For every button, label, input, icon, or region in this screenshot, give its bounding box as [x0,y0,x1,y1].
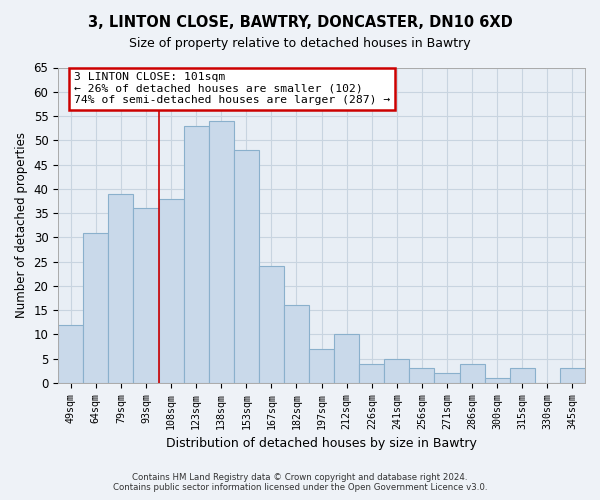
Text: 3 LINTON CLOSE: 101sqm
← 26% of detached houses are smaller (102)
74% of semi-de: 3 LINTON CLOSE: 101sqm ← 26% of detached… [74,72,390,106]
Bar [284,306,309,383]
Bar [334,334,359,383]
Bar [485,378,510,383]
Bar [234,150,259,383]
Text: Contains HM Land Registry data © Crown copyright and database right 2024.
Contai: Contains HM Land Registry data © Crown c… [113,473,487,492]
Text: 3, LINTON CLOSE, BAWTRY, DONCASTER, DN10 6XD: 3, LINTON CLOSE, BAWTRY, DONCASTER, DN10… [88,15,512,30]
Bar [384,358,409,383]
Bar [209,121,234,383]
Bar [460,364,485,383]
Bar [560,368,585,383]
Bar [359,364,384,383]
Bar [259,266,284,383]
Bar [58,324,83,383]
Text: Size of property relative to detached houses in Bawtry: Size of property relative to detached ho… [129,38,471,51]
Bar [184,126,209,383]
Bar [510,368,535,383]
Y-axis label: Number of detached properties: Number of detached properties [15,132,28,318]
Bar [133,208,158,383]
Bar [158,198,184,383]
Bar [109,194,133,383]
Bar [434,373,460,383]
Bar [83,232,109,383]
X-axis label: Distribution of detached houses by size in Bawtry: Distribution of detached houses by size … [166,437,477,450]
Bar [409,368,434,383]
Bar [309,349,334,383]
